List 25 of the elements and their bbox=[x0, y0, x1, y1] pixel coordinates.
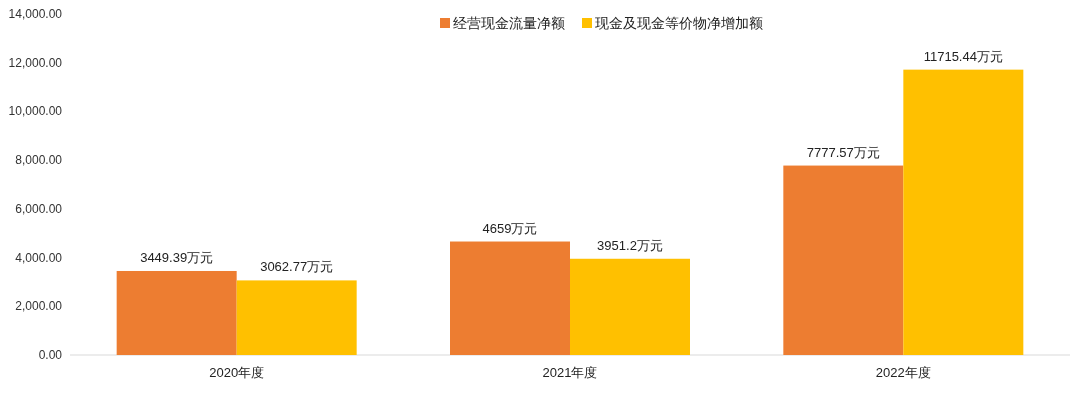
bar bbox=[450, 241, 570, 355]
bar bbox=[903, 69, 1024, 355]
y-tick-label: 10,000.00 bbox=[8, 104, 63, 119]
bar bbox=[236, 280, 357, 355]
y-tick-label: 0.00 bbox=[38, 348, 63, 362]
data-label: 3062.77万元 bbox=[260, 259, 334, 275]
y-tick-label: 14,000.00 bbox=[8, 7, 63, 21]
x-tick-label: 2021年度 bbox=[542, 365, 598, 380]
data-label: 11715.44万元 bbox=[923, 48, 1003, 64]
data-label: 4659万元 bbox=[482, 220, 538, 236]
data-label: 7777.57万元 bbox=[806, 144, 880, 160]
y-tick-label: 2,000.00 bbox=[15, 299, 63, 314]
data-label: 3951.2万元 bbox=[597, 237, 663, 253]
bar bbox=[783, 165, 904, 355]
y-tick-label: 12,000.00 bbox=[8, 55, 63, 70]
x-tick-label: 2022年度 bbox=[875, 365, 931, 380]
legend-label: 经营现金流量净额 bbox=[453, 15, 565, 31]
bar bbox=[570, 258, 690, 355]
data-label: 3449.39万元 bbox=[140, 249, 214, 265]
x-tick-label: 2020年度 bbox=[209, 365, 265, 380]
legend-label: 现金及现金等价物净增加额 bbox=[595, 15, 763, 31]
y-tick-label: 4,000.00 bbox=[15, 250, 63, 265]
y-tick-label: 8,000.00 bbox=[15, 153, 63, 168]
y-tick-label: 6,000.00 bbox=[15, 201, 63, 216]
bar bbox=[116, 270, 237, 355]
